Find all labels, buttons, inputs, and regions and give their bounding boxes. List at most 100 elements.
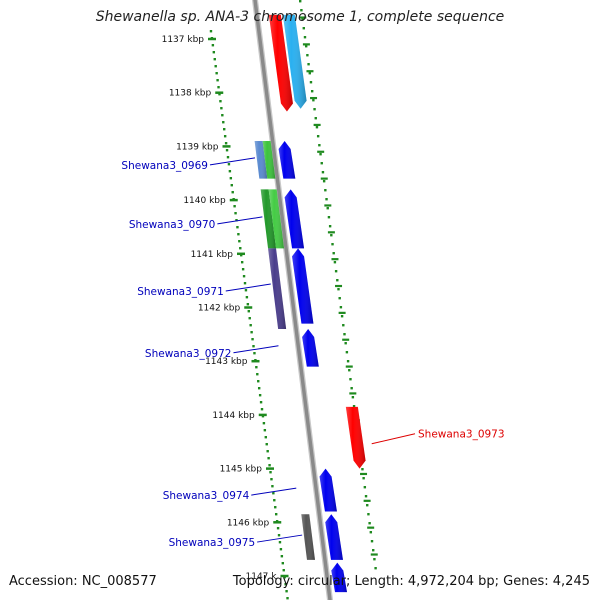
feature-shade	[301, 514, 315, 560]
track-dot	[304, 45, 308, 48]
track-dot	[248, 317, 251, 320]
track-dot	[301, 18, 304, 21]
track-dot	[240, 261, 244, 264]
track-dot	[344, 342, 347, 345]
gene-label: Shewana3_0975	[169, 537, 256, 549]
gene-leader-line	[209, 157, 256, 166]
track-dot	[224, 142, 228, 145]
tick-label: 1137 kbp	[162, 35, 205, 45]
track-dot	[257, 380, 260, 383]
genome-summary-text: Topology: circular; Length: 4,972,204 bp…	[232, 574, 590, 589]
track-dot	[285, 590, 288, 593]
gene-leader-line	[257, 534, 303, 543]
track-dot	[349, 378, 352, 381]
track-dot	[361, 468, 364, 471]
track-dot	[244, 289, 248, 292]
track-dot	[363, 486, 367, 489]
track-dot	[336, 279, 339, 282]
track-dot	[242, 275, 246, 278]
feature-shade	[254, 141, 268, 179]
gene-arrow-shade	[292, 248, 314, 324]
track-dot	[231, 191, 234, 194]
track-dot	[370, 540, 374, 543]
track-dot	[229, 177, 233, 180]
track-dot	[331, 243, 334, 246]
gene-leader-line	[233, 345, 279, 354]
gene-arrow-shade	[282, 14, 307, 109]
tick-label: 1139 kbp	[176, 142, 219, 152]
track-dot	[253, 352, 256, 355]
track-dot	[223, 135, 227, 138]
track-dot	[367, 513, 370, 516]
track-dot	[364, 495, 368, 498]
track-dot	[270, 478, 273, 481]
track-dot	[266, 450, 269, 453]
gene-leader-line	[217, 216, 263, 225]
track-dot	[278, 541, 282, 544]
track-dot	[220, 107, 223, 110]
track-dot	[327, 216, 331, 219]
track-dot	[328, 225, 332, 228]
track-dot	[342, 324, 345, 327]
tick-label: 1146 kbp	[227, 518, 270, 528]
track-dot	[351, 396, 355, 399]
track-dot	[368, 522, 371, 525]
gene-arrow-shade	[302, 328, 319, 367]
track-dot	[312, 99, 315, 102]
track-dot	[318, 144, 321, 147]
track-dot	[215, 72, 218, 75]
track-dot	[273, 499, 276, 502]
track-dot	[309, 81, 313, 84]
track-dot	[255, 366, 258, 369]
track-dot	[211, 44, 215, 47]
track-dot	[213, 58, 216, 61]
track-dot	[246, 303, 250, 306]
track-dot	[261, 415, 265, 418]
track-dot	[219, 100, 222, 103]
feature-shade	[262, 141, 276, 179]
track-dot	[239, 247, 242, 250]
track-dot	[260, 408, 264, 411]
tick-label: 1145 kbp	[220, 465, 263, 475]
track-dot	[277, 534, 281, 537]
tick-label: 1138 kbp	[169, 89, 212, 99]
track-dot	[332, 252, 335, 255]
gene-leader-line	[371, 433, 416, 445]
track-dot	[216, 79, 219, 82]
track-dot	[362, 477, 365, 480]
track-dot	[308, 72, 311, 75]
track-dot	[267, 457, 270, 460]
track-dot	[319, 153, 322, 156]
track-dot	[350, 387, 353, 390]
gene-arrow-shade	[284, 189, 305, 249]
gene-arrow-shade	[325, 514, 343, 560]
gene-arrow-shade	[345, 406, 366, 469]
track-dot	[252, 345, 255, 348]
track-dot	[217, 86, 220, 89]
feature-shade	[260, 189, 277, 249]
track-dot	[221, 114, 224, 117]
track-dot	[274, 513, 278, 516]
track-dot	[226, 156, 230, 159]
track-dot	[313, 108, 316, 111]
gene-label: Shewana3_0974	[163, 490, 250, 502]
track-dot	[251, 338, 254, 341]
gene-leader-line	[251, 487, 297, 496]
track-dot	[307, 63, 310, 66]
track-dot	[300, 9, 303, 12]
track-dot	[276, 527, 280, 530]
track-dot	[340, 315, 344, 318]
track-dot	[240, 254, 243, 257]
track-dot	[281, 562, 285, 565]
track-dot	[230, 184, 233, 187]
track-dot	[284, 583, 287, 586]
track-dot	[321, 171, 325, 174]
track-dot	[250, 331, 253, 334]
tick-label: 1143 kbp	[205, 357, 248, 367]
tick-label: 1140 kbp	[183, 196, 226, 206]
track-dot	[271, 485, 274, 488]
track-dot	[372, 549, 375, 552]
backbone	[253, 0, 333, 604]
track-dot	[264, 436, 267, 439]
track-dot	[223, 128, 226, 131]
